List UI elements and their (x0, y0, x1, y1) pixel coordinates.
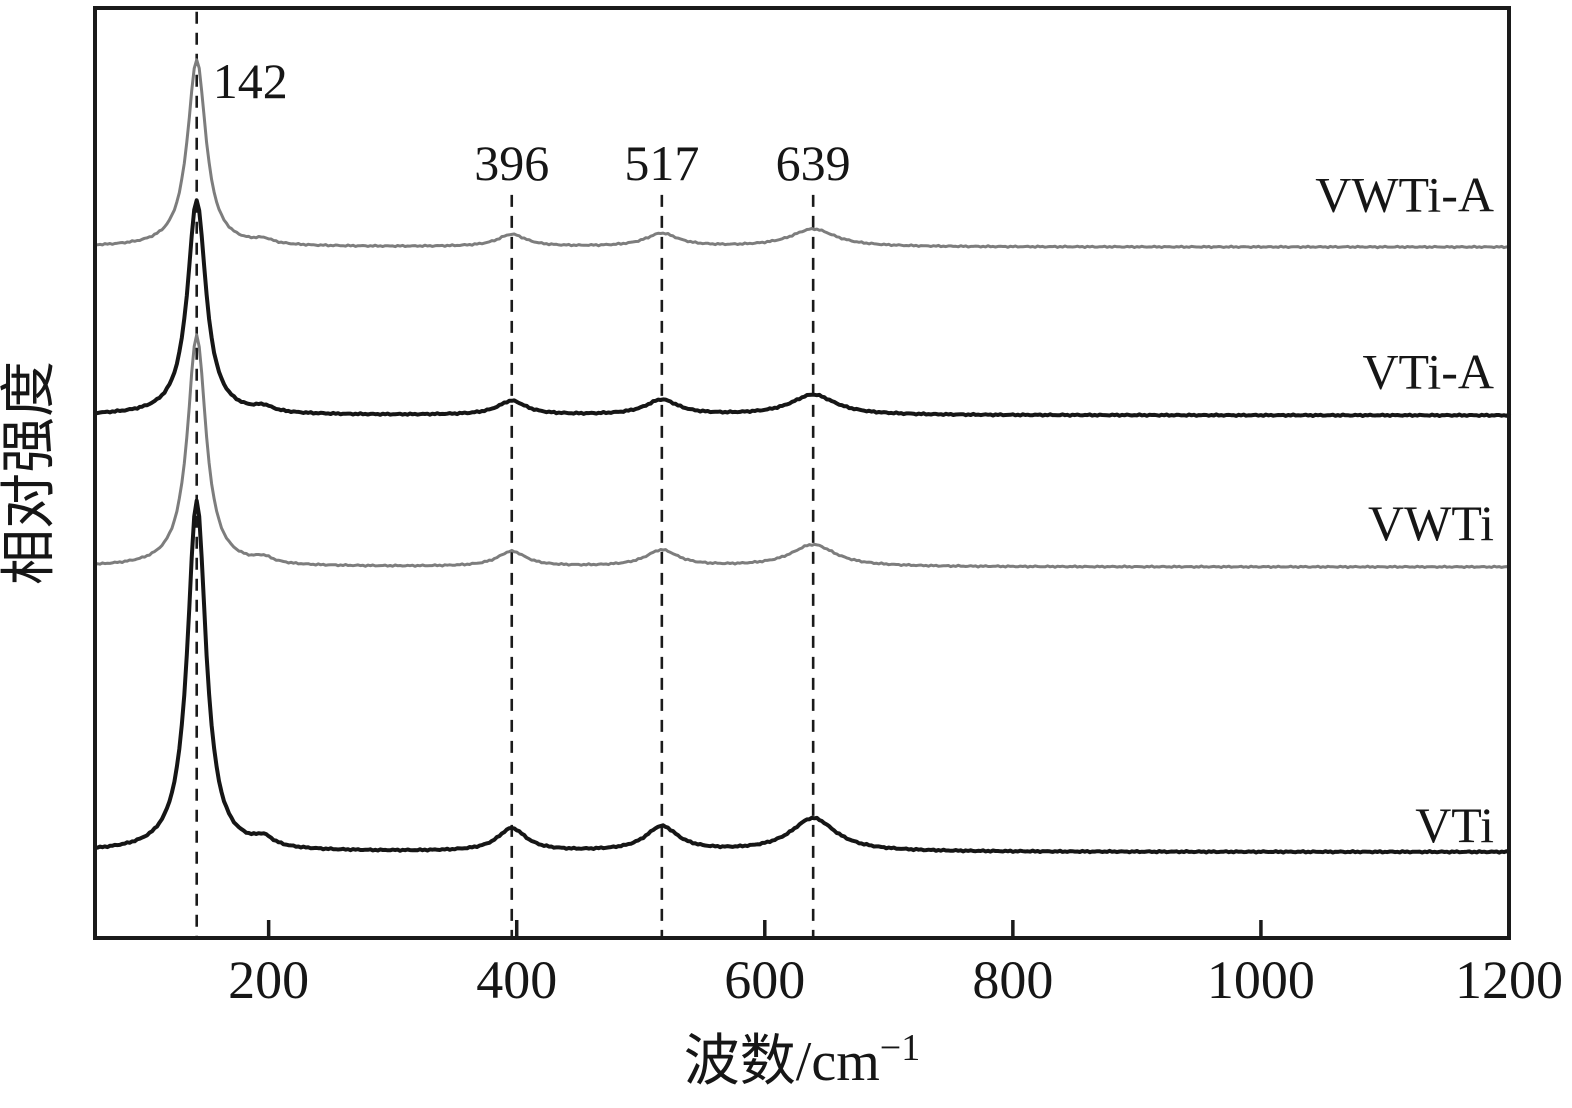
x-tick-label-400: 400 (476, 950, 557, 1010)
series-label-vwti: VWTi (1368, 495, 1494, 551)
y-axis-title: 相对强度 (0, 361, 61, 585)
x-tick-label-1000: 1000 (1207, 950, 1315, 1010)
x-tick-label-200: 200 (228, 950, 309, 1010)
plot-frame (93, 6, 1511, 940)
peak-annotation-label-142: 142 (213, 53, 288, 109)
spectrum-trace-vwti (93, 333, 1511, 570)
peak-annotation-label-517: 517 (624, 135, 699, 191)
x-tick-label-600: 600 (724, 950, 805, 1010)
series-label-vwti-a: VWTi-A (1315, 167, 1494, 223)
spectrum-trace-vwti-a (93, 58, 1511, 250)
spectrum-trace-vti (93, 498, 1511, 855)
x-tick-label-1200: 1200 (1455, 950, 1563, 1010)
series-label-vti: VTi (1415, 797, 1494, 853)
series-label-vti-a: VTi-A (1362, 343, 1494, 399)
x-tick-label-800: 800 (972, 950, 1053, 1010)
spectrum-trace-vti-a (93, 198, 1511, 418)
x-axis-title: 波数/cm−1 (684, 1027, 920, 1093)
peak-annotation-label-396: 396 (474, 135, 549, 191)
peak-annotation-label-639: 639 (776, 135, 851, 191)
